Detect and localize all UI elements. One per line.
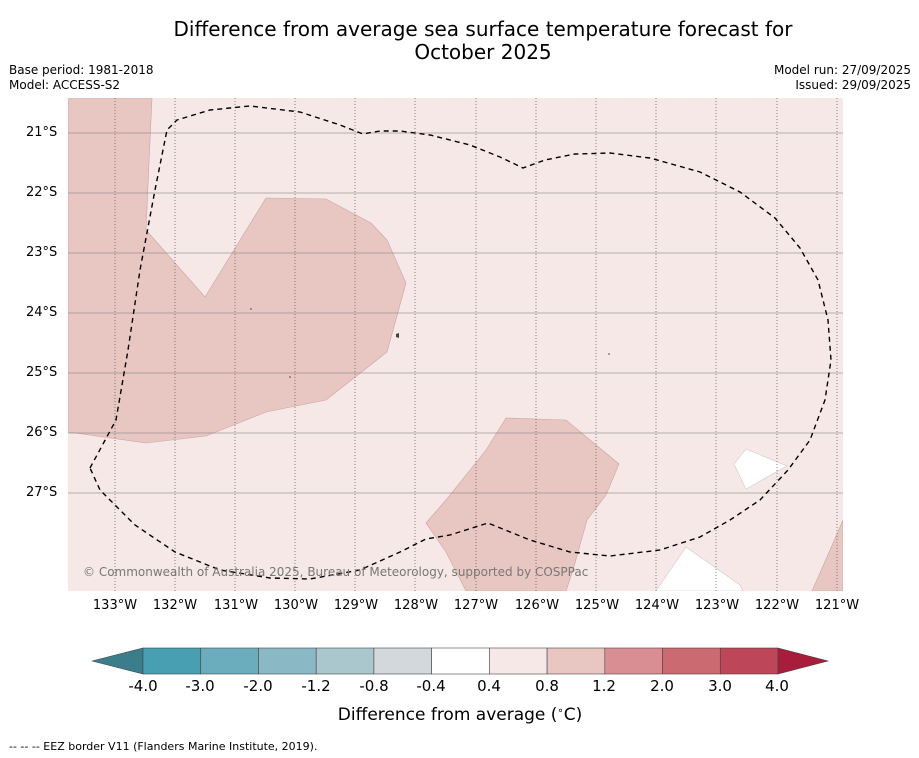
lon-label: 122°W xyxy=(754,598,800,613)
colorbar-box xyxy=(315,647,375,675)
lon-label: 131°W xyxy=(213,598,259,613)
lon-label: 129°W xyxy=(333,598,379,613)
anomaly-region-southeast xyxy=(811,519,843,591)
longitude-gridlines xyxy=(114,98,838,591)
colorbar-box xyxy=(431,647,490,675)
colorbar-label: -3.0 xyxy=(185,677,215,695)
lon-label: 124°W xyxy=(634,598,680,613)
colorbar-label: 0.8 xyxy=(535,677,559,695)
colorbar xyxy=(91,647,830,675)
eez-border xyxy=(89,105,832,580)
lon-label: 123°W xyxy=(694,598,740,613)
anomaly-region-south xyxy=(425,417,620,591)
eez-footnote: -- -- -- EEZ border V11 (Flanders Marine… xyxy=(9,740,318,753)
colorbar-boxes xyxy=(142,647,779,675)
neutral-patch-east xyxy=(733,448,788,490)
colorbar-box xyxy=(719,647,779,675)
island xyxy=(250,308,252,310)
copyright-credit: © Commonwealth of Australia 2025, Bureau… xyxy=(83,565,589,579)
lat-label: 27°S xyxy=(26,485,58,500)
colorbar-title: Difference from average (∘C) xyxy=(337,705,583,725)
colorbar-label: 2.0 xyxy=(650,677,674,695)
island xyxy=(396,333,399,338)
colorbar-box xyxy=(373,647,432,675)
lat-label: 22°S xyxy=(26,185,58,200)
colorbar-over-arrow xyxy=(777,647,830,675)
colorbar-box xyxy=(662,647,721,675)
model-run: Model run: 27/09/2025 xyxy=(773,63,911,77)
island xyxy=(608,353,610,355)
meta-left: Base period: 1981-2018 Model: ACCESS-S2 xyxy=(9,63,154,93)
title-line-2: October 2025 xyxy=(414,40,552,64)
lat-label: 24°S xyxy=(26,305,58,320)
colorbar-label: 0.4 xyxy=(477,677,501,695)
model-name: Model: ACCESS-S2 xyxy=(9,78,121,92)
colorbar-label: -4.0 xyxy=(128,677,158,695)
issued-date: Issued: 29/09/2025 xyxy=(795,78,911,92)
colorbar-box xyxy=(546,647,606,675)
colorbar-label: -2.0 xyxy=(243,677,273,695)
colorbar-label: -0.8 xyxy=(359,677,389,695)
lat-label: 21°S xyxy=(26,125,58,140)
colorbar-box xyxy=(604,647,663,675)
latitude-gridlines xyxy=(68,132,843,494)
lon-label: 121°W xyxy=(814,598,860,613)
colorbar-label: 1.2 xyxy=(592,677,616,695)
lon-label: 125°W xyxy=(574,598,620,613)
colorbar-box xyxy=(489,647,548,675)
base-period: Base period: 1981-2018 xyxy=(9,63,154,77)
lon-label: 128°W xyxy=(393,598,439,613)
colorbar-under-arrow xyxy=(91,647,144,675)
title-line-1: Difference from average sea surface temp… xyxy=(173,17,793,41)
anomaly-region-west xyxy=(68,98,407,444)
neutral-patch-south xyxy=(655,546,744,591)
lat-label: 23°S xyxy=(26,245,58,260)
lon-label: 126°W xyxy=(514,598,560,613)
lat-label: 26°S xyxy=(26,425,58,440)
lon-label: 130°W xyxy=(273,598,319,613)
colorbar-label: 3.0 xyxy=(708,677,732,695)
lon-label: 127°W xyxy=(453,598,499,613)
island xyxy=(289,376,291,378)
lat-label: 25°S xyxy=(26,365,58,380)
colorbar-label: 4.0 xyxy=(765,677,789,695)
colorbar-label: -1.2 xyxy=(301,677,331,695)
colorbar-label: -0.4 xyxy=(416,677,446,695)
colorbar-box xyxy=(142,647,202,675)
meta-right: Model run: 27/09/2025 Issued: 29/09/2025 xyxy=(774,63,911,93)
colorbar-box xyxy=(200,647,259,675)
colorbar-box xyxy=(258,647,317,675)
lon-label: 132°W xyxy=(152,598,198,613)
map-title: Difference from average sea surface temp… xyxy=(0,18,919,64)
lon-label: 133°W xyxy=(92,598,138,613)
